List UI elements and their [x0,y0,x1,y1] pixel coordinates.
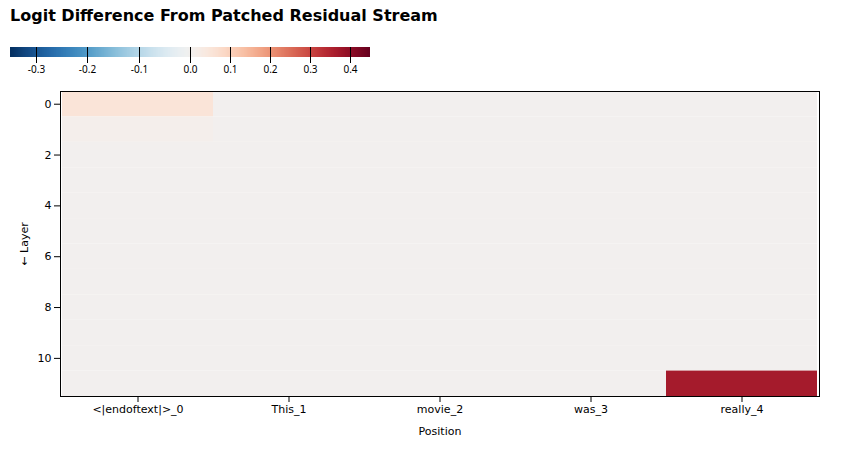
svg-text:Position: Position [419,425,462,438]
svg-text:movie_2: movie_2 [417,403,463,416]
svg-text:-0.3: -0.3 [28,62,46,76]
svg-text:0.0: 0.0 [183,62,197,76]
svg-text:was_3: was_3 [574,403,608,416]
svg-text:0.2: 0.2 [263,62,277,76]
svg-text:0.1: 0.1 [223,62,237,76]
svg-text:-0.1: -0.1 [131,62,148,76]
svg-text:10: 10 [38,352,52,365]
svg-text:<|endoftext|>_0: <|endoftext|>_0 [92,403,183,416]
svg-text:4: 4 [45,199,52,212]
svg-text:This_1: This_1 [271,403,307,416]
svg-text:0.3: 0.3 [303,62,317,76]
svg-text:0.4: 0.4 [343,62,357,76]
svg-text:really_4: really_4 [721,403,764,416]
svg-text:2: 2 [45,149,52,162]
svg-text:-0.2: -0.2 [79,62,97,76]
svg-text:8: 8 [45,301,52,314]
html-text:Logit Difference From Patched: Logit Difference From Patched Residual S… [10,6,438,25]
svg-text:0: 0 [45,98,52,111]
svg-text:← Layer: ← Layer [18,222,31,266]
svg-text:6: 6 [45,250,52,263]
